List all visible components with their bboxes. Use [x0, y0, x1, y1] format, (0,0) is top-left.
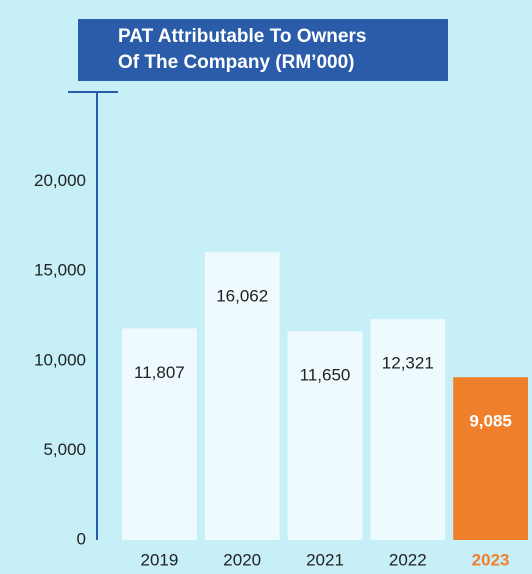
value-label: 11,650 [300, 366, 351, 385]
y-tick-label: 15,000 [34, 261, 86, 280]
value-label: 9,085 [469, 412, 512, 431]
y-tick-label: 20,000 [34, 171, 86, 190]
bar [122, 328, 197, 540]
bar [204, 252, 280, 541]
x-tick-label: 2019 [140, 550, 178, 569]
chart-title: Of The Company (RM’000) [118, 52, 354, 73]
x-tick-label: 2020 [223, 550, 261, 569]
y-tick-label: 5,000 [43, 440, 86, 459]
value-label: 11,807 [134, 363, 185, 382]
title-box [78, 19, 448, 81]
chart-title: PAT Attributable To Owners [118, 26, 366, 47]
y-tick-label: 10,000 [34, 350, 86, 369]
x-tick-label: 2021 [306, 550, 344, 569]
x-tick-label: 2022 [389, 550, 427, 569]
y-tick-label: 0 [77, 529, 86, 548]
x-tick-label: 2023 [472, 550, 510, 569]
bar [453, 377, 528, 540]
value-label: 16,062 [216, 287, 268, 306]
bar [370, 319, 446, 540]
value-label: 12,321 [382, 354, 434, 373]
bar [287, 331, 363, 540]
